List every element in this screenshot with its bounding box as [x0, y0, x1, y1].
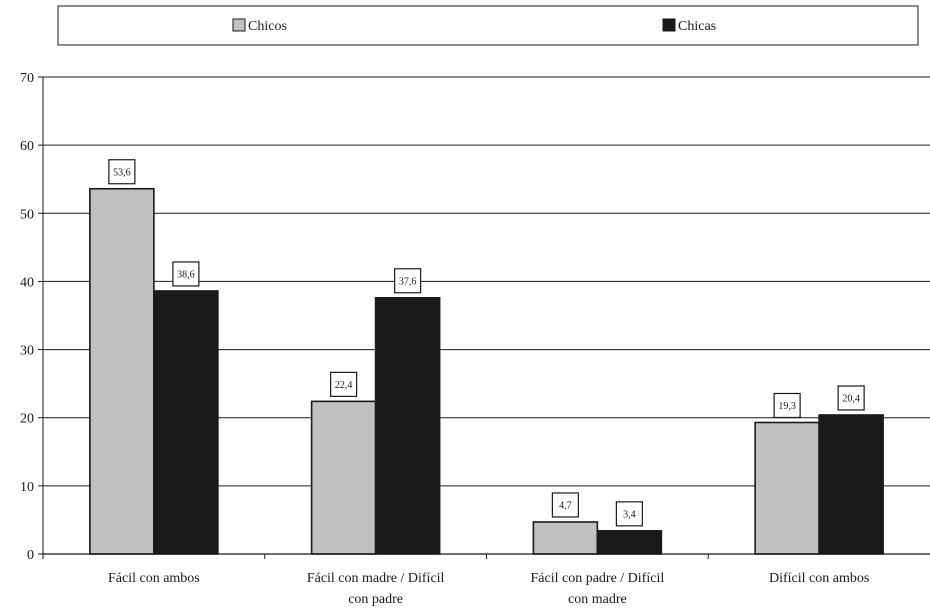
data-label: 4,7	[559, 500, 572, 511]
bar-chicas	[818, 414, 884, 555]
data-label: 19,3	[778, 401, 796, 412]
bar-chicos	[754, 421, 820, 555]
y-tick-label: 70	[20, 71, 34, 86]
data-label: 38,6	[177, 269, 195, 280]
legend-box	[57, 5, 919, 46]
x-tick-label: Fácil con ambos	[108, 571, 200, 586]
data-label-box	[172, 261, 200, 287]
data-label-box	[837, 385, 865, 411]
data-label: 53,6	[113, 167, 131, 178]
data-label-box	[615, 501, 643, 527]
y-tick-label: 20	[20, 412, 34, 427]
y-tick-label: 10	[20, 480, 34, 495]
data-label: 37,6	[399, 276, 417, 287]
data-label: 22,4	[335, 380, 353, 391]
bar-chicas	[596, 530, 663, 555]
legend: Chicos Chicas	[57, 5, 919, 46]
data-labels: 53,6 38,6 22,4 37,6 4,7 3,4 19,3 20,4	[108, 159, 865, 527]
data-label: 3,4	[623, 509, 636, 520]
bar-chicas	[374, 296, 441, 555]
x-tick-label: Fácil con padre / Difícil	[531, 571, 665, 586]
legend-swatch-chicas	[662, 18, 676, 32]
data-label-box	[330, 371, 358, 397]
bar-chicos	[89, 187, 155, 555]
data-label-box	[551, 492, 579, 518]
data-label-box	[773, 392, 801, 419]
axes: 0 10 20 30 40 50 60 70 Fácil con ambos Fácil con …	[20, 71, 930, 607]
y-tick-label: 30	[20, 344, 34, 359]
legend-label-chicas: Chicas	[678, 19, 716, 34]
data-label: 20,4	[842, 393, 860, 404]
y-tick-label: 40	[20, 275, 34, 290]
x-tick-label: con madre	[568, 592, 627, 607]
bar-chicos	[310, 400, 377, 555]
bar-chicas	[153, 290, 219, 555]
legend-label-chicos: Chicos	[248, 19, 287, 34]
y-tick-label: 60	[20, 139, 34, 154]
y-tick-label: 50	[20, 207, 34, 222]
data-label-box	[394, 268, 422, 294]
x-tick-label: Difícil con ambos	[769, 571, 869, 586]
legend-swatch-chicos	[232, 18, 246, 32]
bars	[89, 187, 884, 555]
x-tick-label: con padre	[348, 592, 403, 607]
bar-chicos	[532, 521, 599, 555]
y-tick-label: 0	[27, 548, 34, 563]
data-label-box	[108, 159, 136, 185]
x-tick-label: Fácil con madre / Difícil	[307, 571, 445, 586]
